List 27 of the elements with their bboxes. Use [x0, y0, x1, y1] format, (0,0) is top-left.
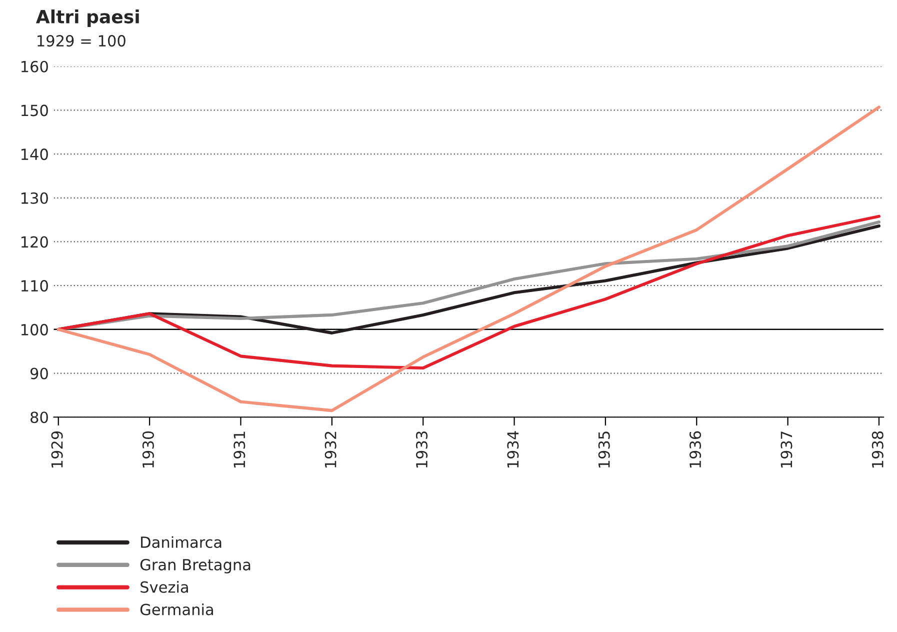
y-tick-label: 160: [21, 60, 48, 72]
x-tick-label: 1934: [507, 431, 519, 468]
x-tick-label: 1933: [416, 432, 428, 468]
legend-label: Danimarca: [141, 536, 222, 548]
x-tick-label: 1935: [598, 432, 610, 468]
chart-subtitle: 1929 = 100: [38, 35, 126, 47]
chart-title: Altri paesi: [36, 9, 139, 27]
x-tick-label: 1936: [690, 431, 702, 468]
legend-label: Gran Bretagna: [140, 558, 250, 574]
legend-label: Germania: [140, 603, 213, 616]
y-tick-label: 120: [21, 236, 48, 248]
y-tick-label: 80: [30, 412, 48, 424]
line-series: [56, 214, 881, 370]
legend-label: Svezia: [140, 581, 188, 593]
x-tick-label: 1938: [872, 431, 884, 468]
x-tick-label: 1937: [780, 432, 792, 468]
x-tick-label: 1932: [324, 432, 336, 468]
x-tick-label: 1931: [234, 432, 246, 468]
y-tick-label: 110: [21, 280, 48, 292]
y-tick-label: 140: [21, 148, 48, 160]
y-tick-label: 90: [30, 368, 48, 380]
y-tick-label: 130: [21, 192, 48, 204]
x-tick-label: 1929: [51, 431, 63, 468]
x-tick-label: 1930: [142, 431, 154, 468]
y-tick-label: 100: [21, 324, 48, 336]
line-series: [56, 106, 881, 412]
y-tick-label: 150: [21, 104, 48, 116]
